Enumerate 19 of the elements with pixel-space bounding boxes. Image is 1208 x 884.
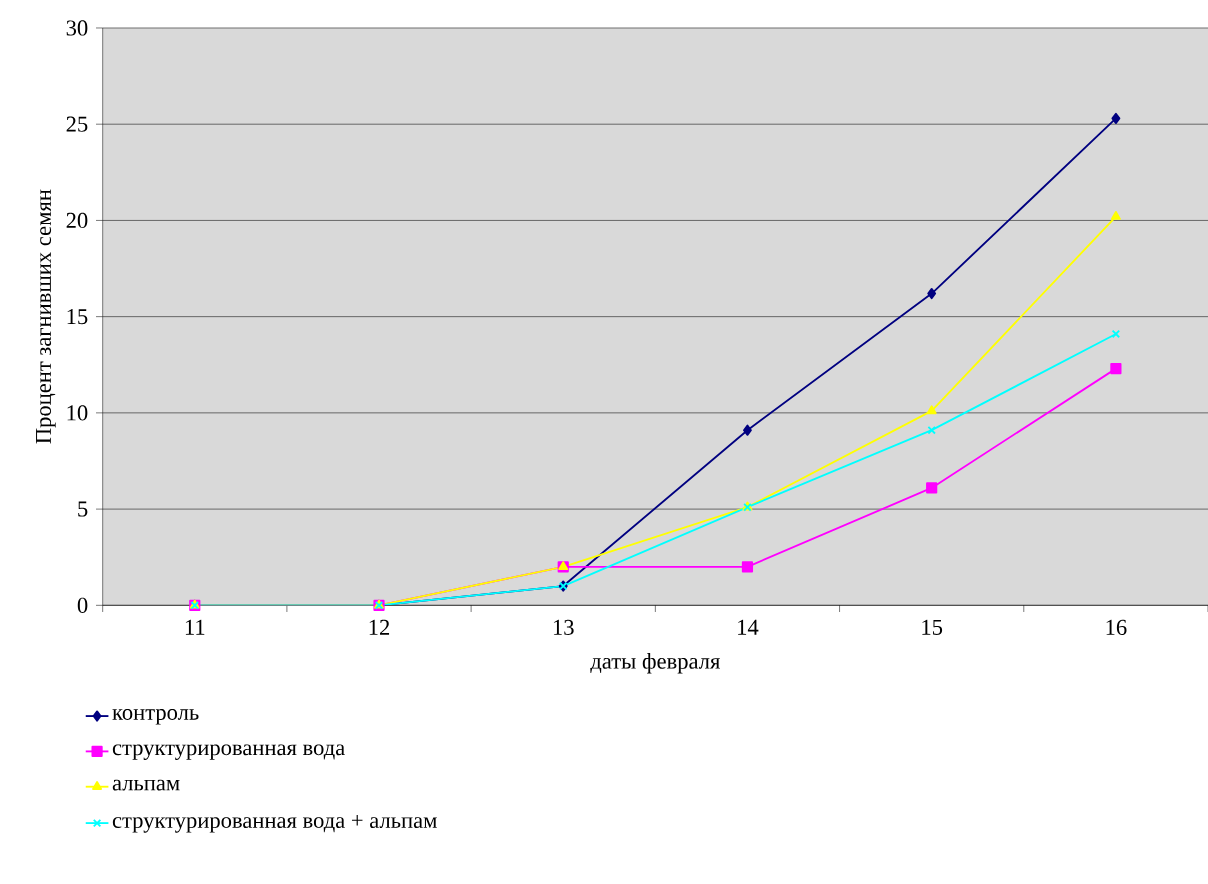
x-tick-label: 15 bbox=[922, 619, 943, 635]
y-tick-label: 15 bbox=[67, 309, 88, 325]
legend-label: контроль bbox=[112, 709, 199, 725]
y-tick-label: 5 bbox=[78, 501, 88, 517]
x-axis-title: даты февраля bbox=[590, 652, 720, 674]
x-tick-label: 13 bbox=[553, 619, 574, 635]
y-tick-label: 30 bbox=[66, 20, 88, 36]
x-tick-label: 14 bbox=[738, 619, 759, 635]
legend-label: структурированная вода + альпам bbox=[112, 815, 437, 833]
legend-label: альпам bbox=[112, 779, 180, 791]
legend-label: структурированная вода bbox=[112, 744, 345, 760]
x-tick-label: 16 bbox=[1106, 619, 1127, 635]
x-tick-label: 11 bbox=[185, 619, 205, 635]
y-axis-title: Процент загнивших семян bbox=[36, 189, 56, 444]
y-tick-label: 0 bbox=[77, 597, 88, 613]
y-tick-label: 20 bbox=[66, 212, 88, 229]
y-tick-label: 10 bbox=[67, 405, 88, 421]
y-tick-label: 25 bbox=[66, 116, 88, 132]
x-tick-label: 12 bbox=[369, 619, 390, 635]
